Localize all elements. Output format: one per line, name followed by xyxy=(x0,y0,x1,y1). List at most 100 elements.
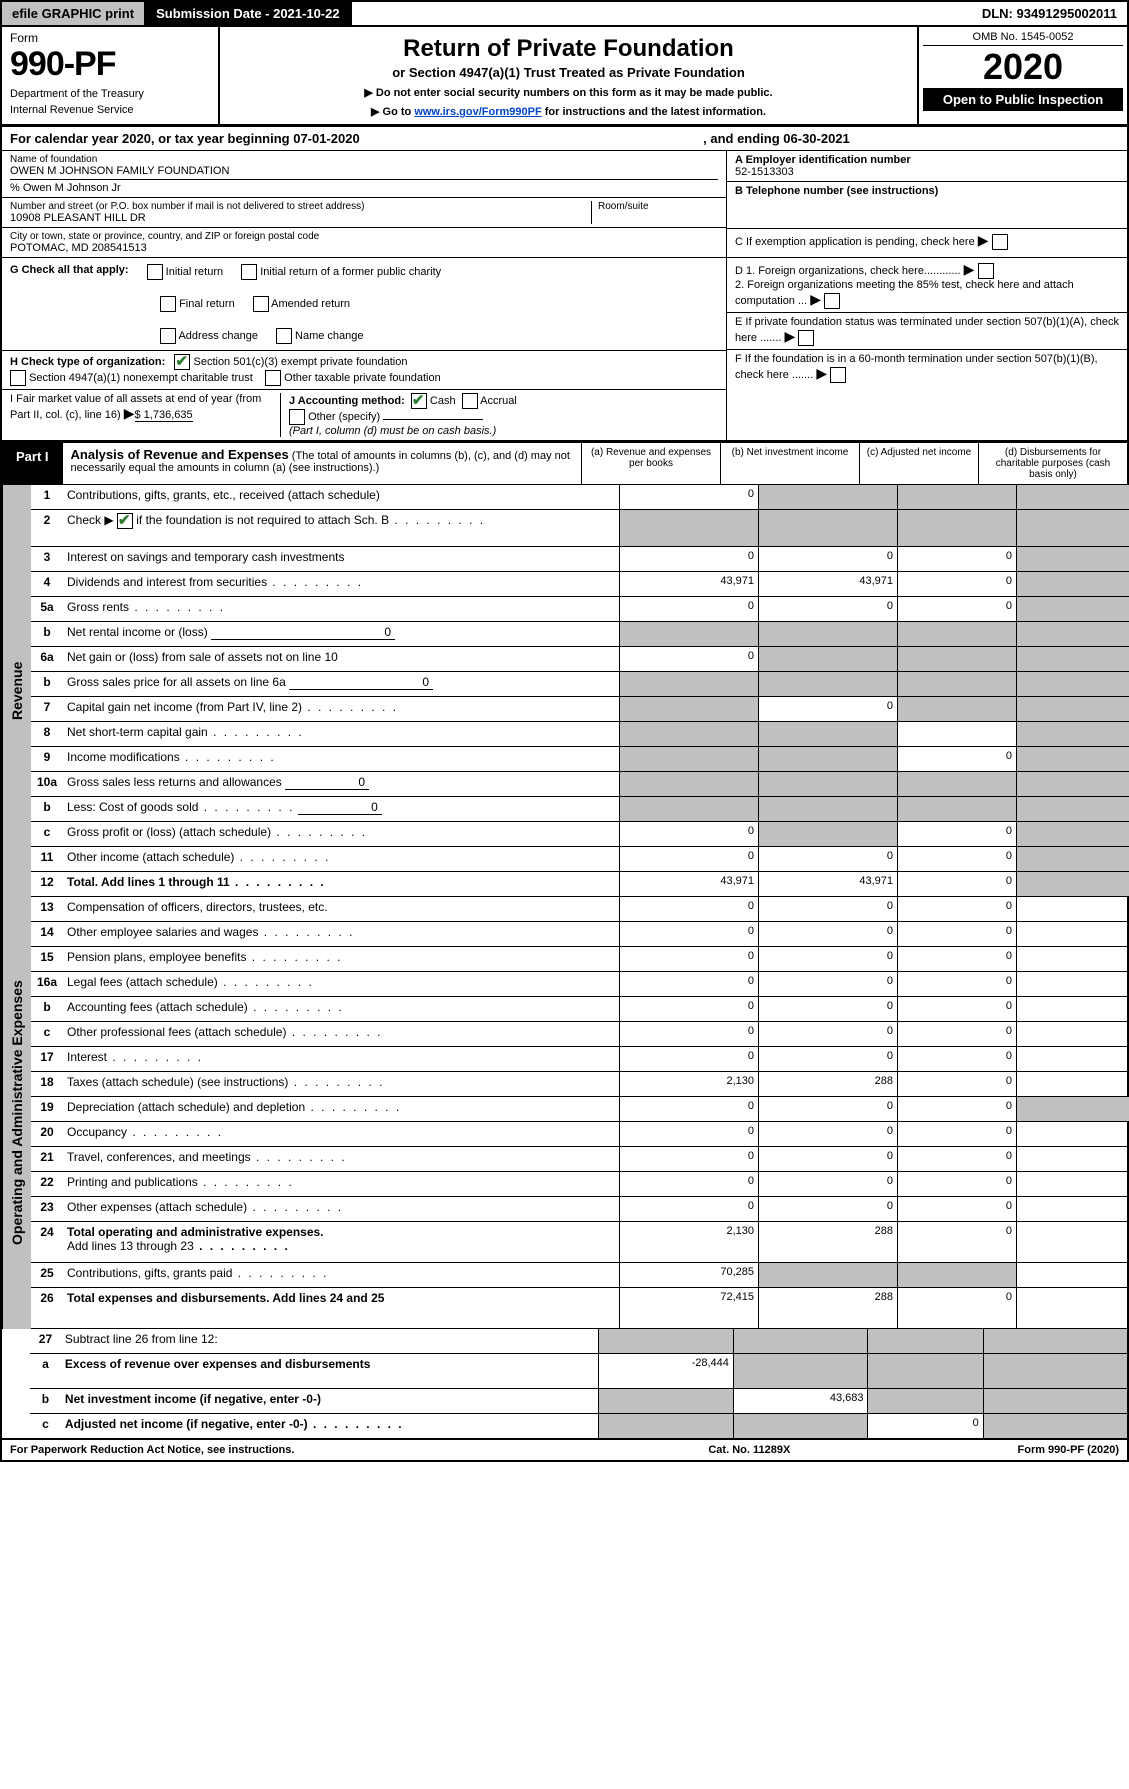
j-note: (Part I, column (d) must be on cash basi… xyxy=(289,425,496,437)
f-label: F If the foundation is in a 60-month ter… xyxy=(735,353,1098,381)
chk-initial-return[interactable] xyxy=(147,264,163,280)
row-5a: 5aGross rents000 xyxy=(31,597,1129,622)
g-label: G Check all that apply: xyxy=(10,264,129,276)
row-16a: 16aLegal fees (attach schedule)0000 xyxy=(31,972,1129,997)
footer: For Paperwork Reduction Act Notice, see … xyxy=(2,1438,1127,1460)
chk-address-change[interactable] xyxy=(160,328,176,344)
col-c-hdr: (c) Adjusted net income xyxy=(859,443,978,484)
j-label: J Accounting method: xyxy=(289,395,405,407)
omb-number: OMB No. 1545-0052 xyxy=(923,31,1123,46)
chk-accrual[interactable] xyxy=(462,393,478,409)
chk-sch-b[interactable] xyxy=(117,513,133,529)
name-label: Name of foundation xyxy=(10,154,718,165)
row-1: 1Contributions, gifts, grants, etc., rec… xyxy=(31,485,1129,510)
form-id-block: Form 990-PF Department of the Treasury I… xyxy=(2,27,220,124)
efile-print-button[interactable]: efile GRAPHIC print xyxy=(2,2,146,25)
foundation-name: OWEN M JOHNSON FAMILY FOUNDATION xyxy=(10,165,718,177)
row-15: 15Pension plans, employee benefits0000 xyxy=(31,947,1129,972)
row-7: 7Capital gain net income (from Part IV, … xyxy=(31,697,1129,722)
row-27a: aExcess of revenue over expenses and dis… xyxy=(30,1354,1127,1389)
col-a-hdr: (a) Revenue and expenses per books xyxy=(581,443,720,484)
row-3: 3Interest on savings and temporary cash … xyxy=(31,547,1129,572)
part1-title: Analysis of Revenue and Expenses (The to… xyxy=(63,443,581,484)
revenue-side-label: Revenue xyxy=(2,485,31,897)
row-22: 22Printing and publications0000 xyxy=(31,1172,1129,1197)
ein: 52-1513303 xyxy=(735,166,794,178)
h-label: H Check type of organization: xyxy=(10,356,165,368)
row-16b: bAccounting fees (attach schedule)0000 xyxy=(31,997,1129,1022)
chk-c[interactable] xyxy=(992,234,1008,250)
row-10b: bLess: Cost of goods sold 0 xyxy=(31,797,1129,822)
irs-link[interactable]: www.irs.gov/Form990PF xyxy=(414,106,541,118)
instr-goto: ▶ Go to www.irs.gov/Form990PF for instru… xyxy=(230,105,907,118)
expenses-side-label: Operating and Administrative Expenses xyxy=(2,897,31,1329)
a-label: A Employer identification number xyxy=(735,154,911,166)
col-b-hdr: (b) Net investment income xyxy=(720,443,859,484)
chk-name-change[interactable] xyxy=(276,328,292,344)
row-9: 9Income modifications0 xyxy=(31,747,1129,772)
care-of: % Owen M Johnson Jr xyxy=(10,179,718,194)
form-number: 990-PF xyxy=(10,45,210,84)
city-label: City or town, state or province, country… xyxy=(10,231,718,242)
row-19: 19Depreciation (attach schedule) and dep… xyxy=(31,1097,1129,1122)
instr-no-ssn: ▶ Do not enter social security numbers o… xyxy=(230,86,907,99)
chk-other-taxable[interactable] xyxy=(265,370,281,386)
row-14: 14Other employee salaries and wages0000 xyxy=(31,922,1129,947)
row-16c: cOther professional fees (attach schedul… xyxy=(31,1022,1129,1047)
chk-f[interactable] xyxy=(830,367,846,383)
top-bar: efile GRAPHIC print Submission Date - 20… xyxy=(2,2,1127,27)
row-10a: 10aGross sales less returns and allowanc… xyxy=(31,772,1129,797)
tax-year: 2020 xyxy=(923,46,1123,88)
form-title: Return of Private Foundation xyxy=(230,35,907,63)
row-4: 4Dividends and interest from securities4… xyxy=(31,572,1129,597)
chk-501c3[interactable] xyxy=(174,354,190,370)
street-label: Number and street (or P.O. box number if… xyxy=(10,201,591,212)
dept-treasury: Department of the Treasury xyxy=(10,88,210,100)
row-11: 11Other income (attach schedule)000 xyxy=(31,847,1129,872)
b-label: B Telephone number (see instructions) xyxy=(735,185,938,197)
chk-other-method[interactable] xyxy=(289,409,305,425)
row-6a: 6aNet gain or (loss) from sale of assets… xyxy=(31,647,1129,672)
row-27c: cAdjusted net income (if negative, enter… xyxy=(30,1414,1127,1438)
footer-left: For Paperwork Reduction Act Notice, see … xyxy=(10,1444,626,1456)
room-label: Room/suite xyxy=(598,201,718,212)
row-8: 8Net short-term capital gain xyxy=(31,722,1129,747)
row-23: 23Other expenses (attach schedule)0000 xyxy=(31,1197,1129,1222)
row-24: 24Total operating and administrative exp… xyxy=(31,1222,1129,1263)
row-17: 17Interest0000 xyxy=(31,1047,1129,1072)
calendar-year-row: For calendar year 2020, or tax year begi… xyxy=(2,127,1127,151)
street-address: 10908 PLEASANT HILL DR xyxy=(10,212,591,224)
irs-label: Internal Revenue Service xyxy=(10,104,210,116)
form-label: Form xyxy=(10,31,210,45)
header-right: OMB No. 1545-0052 2020 Open to Public In… xyxy=(917,27,1127,124)
footer-form-ref: Form 990-PF (2020) xyxy=(873,1444,1119,1456)
row-5b: bNet rental income or (loss) 0 xyxy=(31,622,1129,647)
d2-label: 2. Foreign organizations meeting the 85%… xyxy=(735,279,1074,307)
row-10c: cGross profit or (loss) (attach schedule… xyxy=(31,822,1129,847)
c-label: C If exemption application is pending, c… xyxy=(735,236,975,248)
row-13: 13Compensation of officers, directors, t… xyxy=(31,897,1129,922)
open-to-public: Open to Public Inspection xyxy=(923,88,1123,111)
chk-cash[interactable] xyxy=(411,393,427,409)
d1-label: D 1. Foreign organizations, check here..… xyxy=(735,265,961,277)
chk-amended-return[interactable] xyxy=(253,296,269,312)
part1-tab: Part I xyxy=(2,443,63,484)
city-state-zip: POTOMAC, MD 208541513 xyxy=(10,242,718,254)
header-center: Return of Private Foundation or Section … xyxy=(220,27,917,124)
submission-date: Submission Date - 2021-10-22 xyxy=(146,2,352,25)
i-value: $ 1,736,635 xyxy=(135,409,193,422)
row-6b: bGross sales price for all assets on lin… xyxy=(31,672,1129,697)
chk-final-return[interactable] xyxy=(160,296,176,312)
footer-cat-no: Cat. No. 11289X xyxy=(626,1444,872,1456)
row-12: 12Total. Add lines 1 through 1143,97143,… xyxy=(31,872,1129,897)
chk-d2[interactable] xyxy=(824,293,840,309)
row-27: 27Subtract line 26 from line 12: xyxy=(30,1329,1127,1354)
col-d-hdr: (d) Disbursements for charitable purpose… xyxy=(978,443,1127,484)
row-20: 20Occupancy0000 xyxy=(31,1122,1129,1147)
row-18: 18Taxes (attach schedule) (see instructi… xyxy=(31,1072,1129,1097)
chk-e[interactable] xyxy=(798,330,814,346)
form-subtitle: or Section 4947(a)(1) Trust Treated as P… xyxy=(230,65,907,80)
chk-initial-former[interactable] xyxy=(241,264,257,280)
chk-d1[interactable] xyxy=(978,263,994,279)
chk-4947[interactable] xyxy=(10,370,26,386)
